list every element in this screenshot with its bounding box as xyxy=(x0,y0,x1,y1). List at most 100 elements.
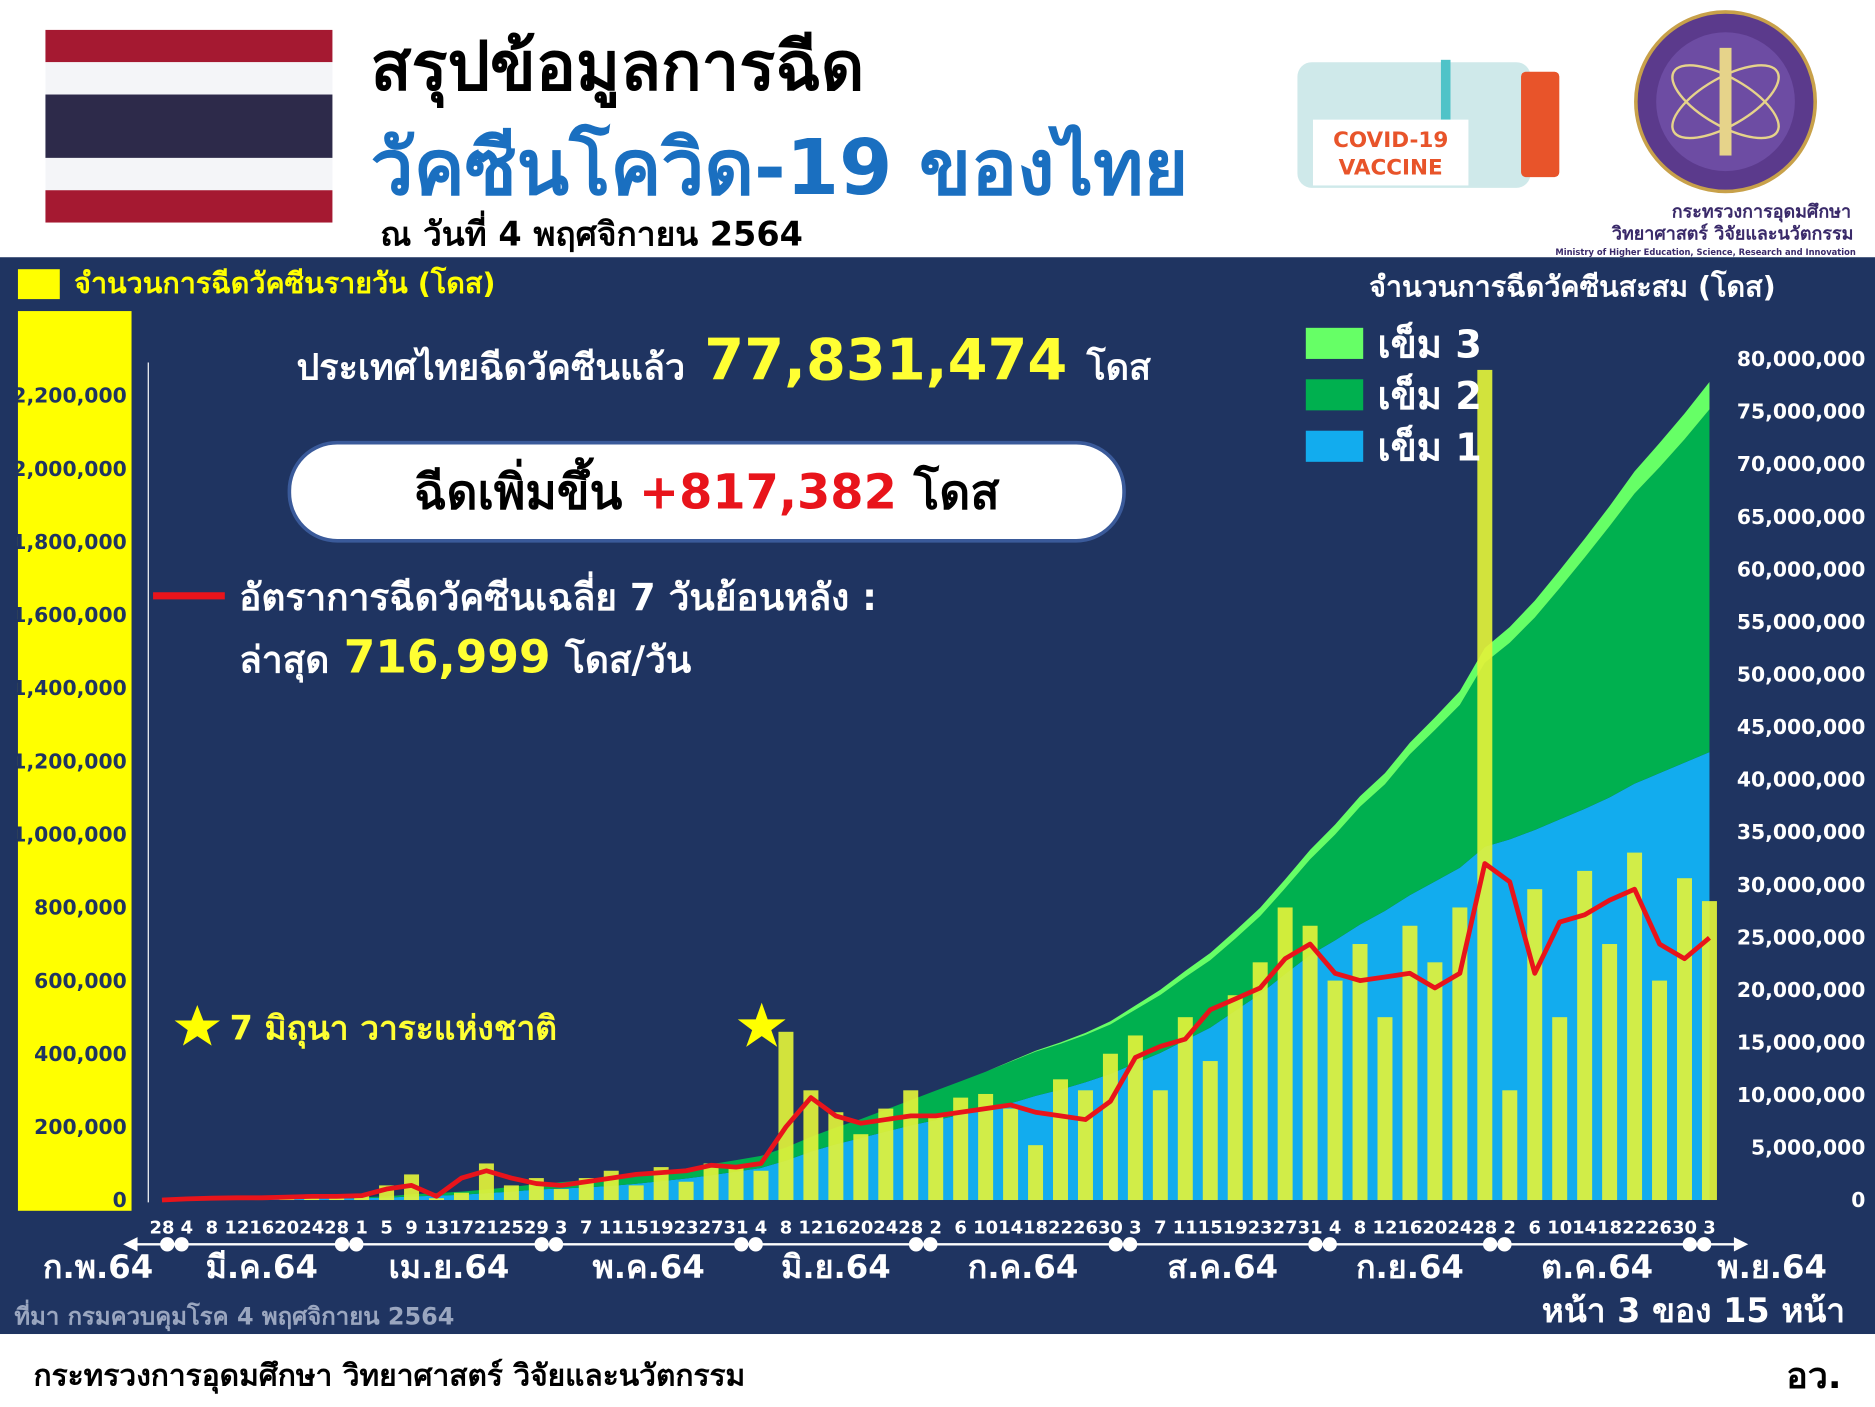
bar xyxy=(1477,369,1493,1201)
bar xyxy=(1427,962,1443,1201)
y2-tick-label: 5,000,000 xyxy=(1751,1136,1865,1160)
x-tick-label: 20 xyxy=(848,1218,873,1239)
y-tick-label: 200,000 xyxy=(34,1115,127,1139)
x-tick-label: 10 xyxy=(1547,1218,1572,1239)
bar xyxy=(1652,980,1668,1201)
bar xyxy=(903,1090,919,1201)
y2-title: จำนวนการฉีดวัคซีนสะสม (โดส) xyxy=(1369,269,1776,304)
y2-tick-label: 0 xyxy=(1851,1188,1865,1212)
title: สรุปข้อมูลการฉีด xyxy=(371,28,865,109)
legend-swatch xyxy=(17,269,60,300)
y2-tick-label: 60,000,000 xyxy=(1737,557,1866,581)
y2-tick-label: 10,000,000 xyxy=(1737,1083,1866,1107)
x-tick-label: 31 xyxy=(1298,1218,1323,1239)
bar xyxy=(1077,1090,1093,1201)
month-label: พ.ค.64 xyxy=(593,1248,705,1286)
increase-box xyxy=(287,440,1126,543)
star-icon xyxy=(174,1005,221,1046)
x-tick-label: 12 xyxy=(798,1218,823,1239)
x-tick-label: 17 xyxy=(449,1218,474,1239)
month-divider xyxy=(1696,1237,1712,1252)
arrow-head xyxy=(123,1237,138,1252)
x-tick-label: 6 xyxy=(954,1218,966,1239)
total-unit: โดส xyxy=(1086,345,1152,388)
bar xyxy=(953,1097,969,1201)
month-label: มี.ค.64 xyxy=(206,1248,318,1286)
bar xyxy=(1003,1108,1019,1201)
x-tick-label: 11 xyxy=(1173,1218,1198,1239)
month-divider xyxy=(923,1237,938,1252)
total-line: ประเทศไทยฉีดวัคซีนแล้ว 77,831,474 โดส xyxy=(297,326,1152,393)
legend-swatch xyxy=(1305,327,1364,359)
y-tick-label: 600,000 xyxy=(34,969,127,993)
bar xyxy=(503,1185,519,1201)
month-divider xyxy=(534,1237,549,1252)
x-tick-label: 24 xyxy=(873,1218,898,1239)
month-divider xyxy=(1122,1237,1138,1252)
y2-tick-label: 40,000,000 xyxy=(1737,768,1866,792)
legend-label: เข็ม 3 xyxy=(1378,322,1482,368)
bar xyxy=(1177,1017,1193,1201)
month-label: พ.ย.64 xyxy=(1717,1248,1827,1286)
x-tick-label: 4 xyxy=(1329,1218,1341,1239)
x-tick-label: 2 xyxy=(929,1218,941,1239)
x-tick-label: 7 xyxy=(580,1218,592,1239)
vaccine-graphic: COVID-19 VACCINE xyxy=(1297,59,1560,188)
month-divider xyxy=(908,1237,924,1252)
x-tick-label: 15 xyxy=(624,1218,649,1239)
latest-value: 716,999 xyxy=(344,630,551,683)
month-divider xyxy=(1322,1237,1337,1252)
x-tick-label: 26 xyxy=(1647,1218,1672,1239)
y2-tick-label: 15,000,000 xyxy=(1737,1030,1866,1054)
month-divider xyxy=(734,1237,749,1252)
bar xyxy=(553,1189,569,1201)
x-tick-label: 23 xyxy=(1248,1218,1273,1239)
bar xyxy=(1577,870,1593,1201)
bar xyxy=(978,1093,994,1201)
x-tick-label: 2 xyxy=(1504,1218,1516,1239)
x-tick-label: 3 xyxy=(1129,1218,1141,1239)
month-divider xyxy=(349,1237,364,1252)
y2-tick-label: 50,000,000 xyxy=(1737,663,1866,687)
x-tick-label: 28 xyxy=(149,1218,174,1239)
bar xyxy=(1352,944,1368,1201)
x-tick-label: 28 xyxy=(1472,1218,1497,1239)
x-tick-label: 7 xyxy=(1154,1218,1166,1239)
plot-area xyxy=(161,369,1717,1203)
month-divider xyxy=(548,1237,564,1252)
page-number: หน้า 3 ของ 15 หน้า xyxy=(1542,1291,1845,1330)
x-tick-label: 19 xyxy=(649,1218,674,1239)
x-tick-label: 16 xyxy=(1397,1218,1422,1239)
legend-label: อัตราการฉีดวัคซีนเฉลี่ย 7 วันย้อนหลัง : xyxy=(239,571,877,619)
footer-ministry: กระทรวงการอุดมศึกษา วิทยาศาสตร์ วิจัยและ… xyxy=(33,1358,745,1393)
x-tick-label: 24 xyxy=(299,1218,324,1239)
x-tick-label: 21 xyxy=(474,1218,499,1239)
x-tick-label: 20 xyxy=(1422,1218,1447,1239)
month-divider xyxy=(174,1237,189,1252)
month-divider xyxy=(748,1237,763,1252)
x-tick-label: 1 xyxy=(355,1218,367,1239)
y-tick-label: 1,400,000 xyxy=(12,676,126,700)
bar xyxy=(1602,944,1618,1201)
x-tick-label: 16 xyxy=(249,1218,274,1239)
x-tick-label: 29 xyxy=(524,1218,549,1239)
x-tick-label: 14 xyxy=(998,1218,1023,1239)
area xyxy=(161,409,1710,1200)
x-tick-label: 3 xyxy=(1703,1218,1715,1239)
bar xyxy=(928,1115,944,1201)
y2-tick-label: 65,000,000 xyxy=(1737,505,1866,529)
bar xyxy=(1202,1061,1218,1201)
month-divider xyxy=(1497,1237,1512,1252)
x-tick-label: 18 xyxy=(1023,1218,1048,1239)
month-label: ส.ค.64 xyxy=(1167,1248,1278,1286)
legend-swatch xyxy=(1305,430,1364,462)
x-tick-label: 23 xyxy=(674,1218,699,1239)
x-tick-label: 13 xyxy=(424,1218,449,1239)
x-tick-label: 28 xyxy=(324,1218,349,1239)
left-axis-box xyxy=(17,311,132,1211)
x-tick-label: 9 xyxy=(405,1218,417,1239)
total-value: 77,831,474 xyxy=(704,326,1067,393)
increase-prefix: ฉีดเพิ่มขึ้น xyxy=(414,456,623,520)
bar xyxy=(1028,1145,1044,1201)
increase-unit: โดส xyxy=(913,463,1001,520)
